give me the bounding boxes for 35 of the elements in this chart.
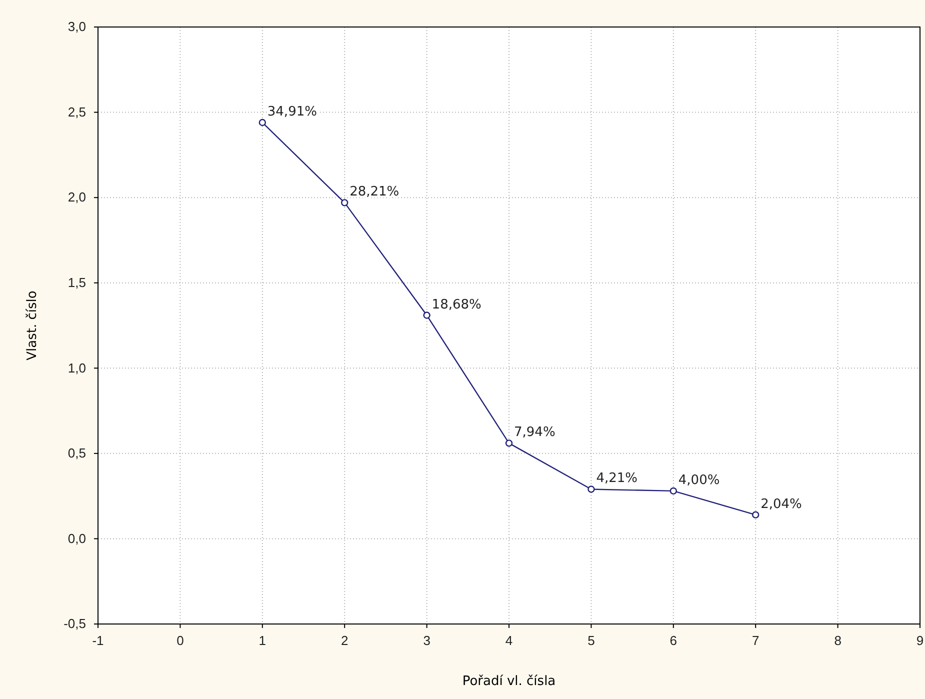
y-tick-label: 3,0 — [68, 19, 86, 34]
x-tick-label: 2 — [340, 633, 348, 648]
annotation: 28,21% — [350, 184, 400, 200]
point — [505, 440, 513, 447]
x-tick-label: 4 — [505, 633, 513, 648]
x-tick-label: 8 — [834, 633, 842, 648]
point — [341, 199, 348, 206]
y-tick-label: 2,0 — [68, 190, 86, 205]
point — [258, 118, 266, 126]
annotation: 2,04% — [760, 496, 802, 512]
point — [752, 511, 760, 518]
x-tick-label: 9 — [916, 633, 924, 648]
annotation: 4,21% — [596, 471, 638, 486]
annotation: 7,94% — [514, 425, 556, 440]
y-tick-label: 0,5 — [68, 446, 86, 461]
x-tick-label: -1 — [92, 633, 104, 648]
point — [670, 487, 677, 495]
x-tick-label: 3 — [423, 633, 430, 648]
point — [588, 486, 595, 493]
annotation: 34,91% — [267, 104, 317, 120]
x-tick-label: 1 — [258, 633, 266, 648]
x-tick-label: 5 — [588, 633, 595, 648]
y-tick-label: 1,5 — [68, 275, 86, 290]
y-tick-label: 2,5 — [68, 104, 86, 120]
point — [423, 312, 430, 319]
annotation: 4,00% — [678, 472, 720, 488]
annotation: 18,68% — [432, 297, 482, 312]
y-tick-label: 0,0 — [68, 530, 86, 546]
x-axis-title: Pořadí vl. čísla — [462, 674, 556, 689]
y-tick-label: 1,0 — [68, 360, 86, 376]
y-axis-title: Vlast. číslo — [25, 290, 40, 360]
x-tick-label: 0 — [176, 633, 184, 648]
x-tick-label: 7 — [752, 633, 760, 648]
x-tick-label: 6 — [670, 633, 678, 648]
y-tick-label: -0,5 — [64, 616, 86, 632]
